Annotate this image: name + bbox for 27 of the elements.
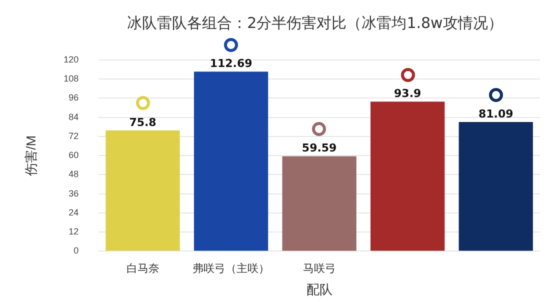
bar xyxy=(282,156,356,251)
y-axis-title: 伤害/M xyxy=(23,135,38,176)
y-tick-label: 96 xyxy=(68,92,79,103)
y-tick-label: 24 xyxy=(68,207,79,218)
data-label: 112.69 xyxy=(210,57,252,70)
data-label: 75.8 xyxy=(129,116,156,129)
y-tick-label: 72 xyxy=(68,130,79,141)
x-tick-label: 马咲弓 xyxy=(302,262,336,275)
chart-title: 冰队雷队各组合：2分半伤害对比（冰雷均1.8w攻情况） xyxy=(126,14,504,33)
y-tick-label: 36 xyxy=(68,188,79,198)
bar xyxy=(194,72,268,251)
y-tick-label: 0 xyxy=(74,246,79,256)
bar xyxy=(458,122,533,251)
y-tick-label: 120 xyxy=(64,54,79,64)
bar xyxy=(370,102,445,251)
y-tick-label: 84 xyxy=(68,112,79,122)
y-tick-label: 48 xyxy=(68,169,79,180)
x-axis-title: 配队 xyxy=(306,282,332,297)
data-label: 59.59 xyxy=(302,142,337,155)
data-label: 81.09 xyxy=(478,107,514,120)
y-tick-label: 60 xyxy=(68,150,79,160)
data-label: 93.9 xyxy=(394,86,422,100)
y-tick-label: 12 xyxy=(68,226,79,237)
x-tick-label: 弗咲弓（主咲） xyxy=(192,262,270,275)
x-tick-label: 白马奈 xyxy=(126,262,160,275)
y-tick-label: 108 xyxy=(64,74,79,84)
bar xyxy=(106,130,180,251)
